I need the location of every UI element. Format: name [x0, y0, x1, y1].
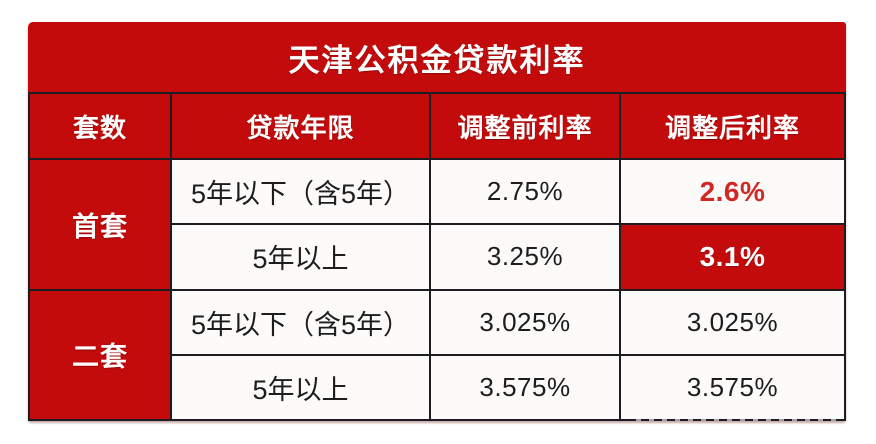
header-cell-rate-after: 调整后利率 [621, 94, 844, 158]
rate-before-cell: 3.25% [431, 225, 619, 289]
rate-after-cell-highlight-bg: 3.1% [621, 225, 844, 289]
rate-before-cell: 3.575% [431, 355, 619, 419]
header-cell-units: 套数 [30, 94, 170, 158]
group-cell-first-home: 首套 [30, 160, 170, 289]
rate-before-cell: 2.75% [431, 160, 619, 224]
term-cell: 5年以上 [172, 355, 429, 419]
rate-after-cell: 3.575% [621, 355, 844, 419]
term-cell: 5年以下（含5年） [172, 160, 429, 224]
header-cell-rate-before: 调整前利率 [431, 94, 619, 158]
rate-after-cell: 3.025% [621, 290, 844, 354]
rate-after-cell-highlight-text: 2.6% [621, 160, 844, 224]
card-title-band: 天津公积金贷款利率 [28, 22, 846, 92]
watermark-artifact [636, 418, 844, 421]
group-cell-second-home: 二套 [30, 290, 170, 419]
header-cell-term: 贷款年限 [172, 94, 429, 158]
term-cell: 5年以下（含5年） [172, 290, 429, 354]
rate-card: 天津公积金贷款利率 套数 贷款年限 调整前利率 调整后利率 首套 二套 5年以下… [28, 22, 846, 421]
rate-table: 套数 贷款年限 调整前利率 调整后利率 首套 二套 5年以下（含5年） 2.75… [28, 92, 846, 421]
rate-before-cell: 3.025% [431, 290, 619, 354]
term-cell: 5年以上 [172, 225, 429, 289]
page-title: 天津公积金贷款利率 [288, 42, 586, 78]
